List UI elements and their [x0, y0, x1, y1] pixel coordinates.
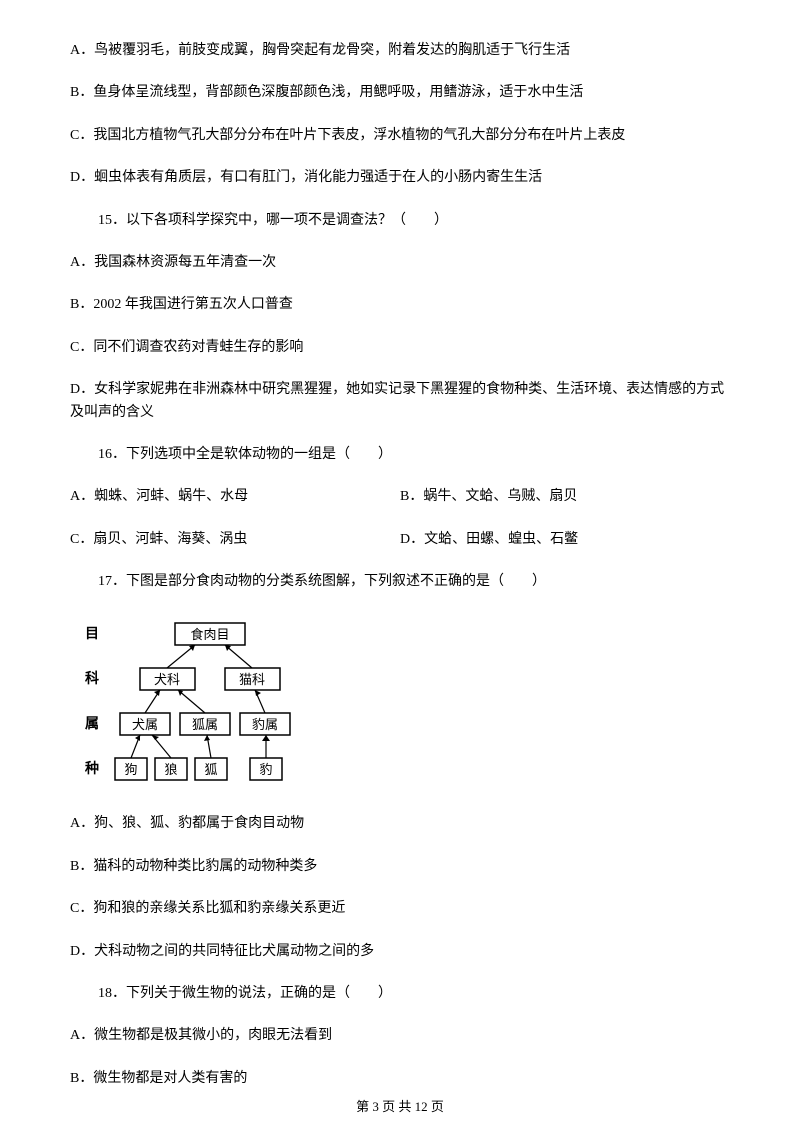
diagram-family-1: 猫科	[239, 672, 265, 687]
label-species: 种	[84, 760, 99, 777]
footer-prefix: 第	[356, 1099, 372, 1114]
diagram-genus-1: 狐属	[192, 717, 218, 732]
diagram-species-3: 豹	[259, 762, 272, 777]
diagram-species-1: 狼	[164, 762, 177, 777]
diagram-top: 食肉目	[190, 627, 229, 642]
diagram-genus-2: 豹属	[252, 717, 278, 732]
label-order: 目	[85, 626, 99, 642]
q17-option-c: C．狗和狼的亲缘关系比狐和豹亲缘关系更近	[70, 898, 730, 920]
q16-option-a: A．蜘蛛、河蚌、蜗牛、水母	[70, 489, 248, 504]
q17-option-a: A．狗、狼、狐、豹都属于食肉目动物	[70, 813, 730, 835]
page-footer: 第 3 页 共 12 页	[0, 1096, 800, 1115]
q17-option-d: D．犬科动物之间的共同特征比犬属动物之间的多	[70, 941, 730, 963]
footer-total: 12	[415, 1099, 428, 1114]
q17-option-b: B．猫科的动物种类比豹属的动物种类多	[70, 856, 730, 878]
q15-option-a: A．我国森林资源每五年清查一次	[70, 252, 730, 274]
q16-row-2: C．扇贝、河蚌、海葵、涡虫 D．文蛤、田螺、蝗虫、石鳖	[70, 529, 730, 551]
diagram-family-0: 犬科	[154, 672, 180, 687]
label-family: 科	[85, 670, 99, 687]
option-d-before: D．蛔虫体表有角质层，有口有肛门，消化能力强适于在人的小肠内寄生生活	[70, 167, 730, 189]
option-a-before: A．鸟被覆羽毛，前肢变成翼，胸骨突起有龙骨突，附着发达的胸肌适于飞行生活	[70, 40, 730, 62]
footer-mid: 页 共	[379, 1099, 415, 1114]
q15-option-b: B．2002 年我国进行第五次人口普查	[70, 294, 730, 316]
q16-option-c: C．扇贝、河蚌、海葵、涡虫	[70, 532, 247, 547]
footer-suffix: 页	[428, 1099, 444, 1114]
q17-stem: 17．下图是部分食肉动物的分类系统图解，下列叙述不正确的是（ ）	[70, 571, 730, 593]
option-b-before: B．鱼身体呈流线型，背部颜色深腹部颜色浅，用鳃呼吸，用鳍游泳，适于水中生活	[70, 82, 730, 104]
q16-option-d: D．文蛤、田螺、蝗虫、石鳖	[400, 532, 578, 547]
q16-row-1: A．蜘蛛、河蚌、蜗牛、水母 B．蜗牛、文蛤、乌贼、扇贝	[70, 486, 730, 508]
q15-stem: 15．以下各项科学探究中，哪一项不是调查法？（ ）	[70, 210, 730, 232]
taxonomy-diagram: 目 科 属 种 食肉目 犬科 猫科 犬属 狐属 豹属 狗 狼	[70, 613, 730, 793]
diagram-genus-0: 犬属	[132, 717, 158, 732]
q18-stem: 18．下列关于微生物的说法，正确的是（ ）	[70, 983, 730, 1005]
q15-option-d: D．女科学家妮弗在非洲森林中研究黑猩猩，她如实记录下黑猩猩的食物种类、生活环境、…	[70, 379, 730, 424]
label-genus: 属	[85, 716, 99, 732]
q16-stem: 16．下列选项中全是软体动物的一组是（ ）	[70, 444, 730, 466]
diagram-species-2: 狐	[204, 762, 217, 777]
diagram-species-0: 狗	[124, 762, 137, 777]
q18-option-a: A．微生物都是极其微小的，肉眼无法看到	[70, 1025, 730, 1047]
q16-option-b: B．蜗牛、文蛤、乌贼、扇贝	[400, 489, 577, 504]
q15-option-c: C．同不们调查农药对青蛙生存的影响	[70, 337, 730, 359]
option-c-before: C．我国北方植物气孔大部分分布在叶片下表皮，浮水植物的气孔大部分分布在叶片上表皮	[70, 125, 730, 147]
q18-option-b: B．微生物都是对人类有害的	[70, 1068, 730, 1090]
